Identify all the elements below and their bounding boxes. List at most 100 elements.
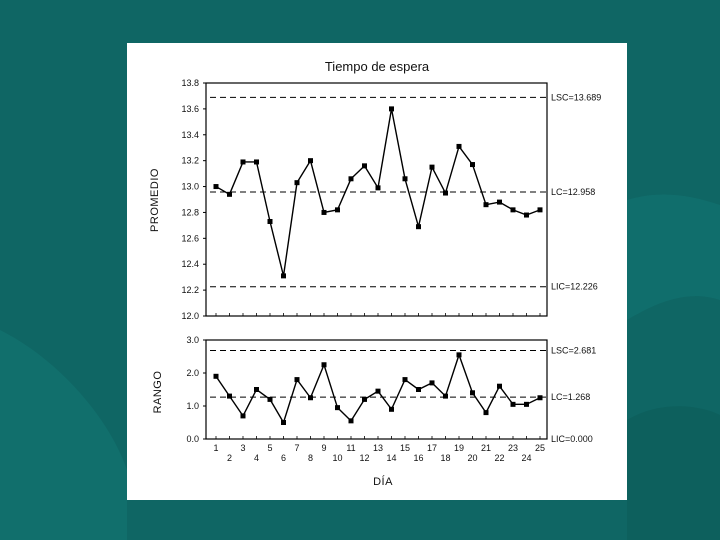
x-tick-label: 4 xyxy=(254,453,259,463)
promedio-data-point xyxy=(402,176,408,182)
rango-data-point xyxy=(227,393,232,399)
rango-data-point xyxy=(429,380,435,386)
rango-data-point xyxy=(402,377,408,383)
rango-data-point xyxy=(375,388,381,394)
x-tick-label: 10 xyxy=(332,453,342,463)
control-chart-figure: Tiempo de espera PROMEDIO RANGO DÍA 12.0… xyxy=(149,59,601,488)
x-tick-label: 5 xyxy=(267,443,272,453)
background-wave xyxy=(627,406,720,540)
promedio-plot-frame xyxy=(205,82,548,317)
rango-data-point xyxy=(267,396,273,402)
rango-data-point xyxy=(470,390,475,396)
promedio-data-point xyxy=(254,159,259,165)
rango-data-point xyxy=(443,393,448,399)
rango-control-label-lic: LIC=0.000 xyxy=(551,434,593,444)
promedio-y-tick-label: 12.0 xyxy=(181,311,199,321)
x-tick-label: 23 xyxy=(508,443,518,453)
x-tick-label: 7 xyxy=(294,443,299,453)
x-tick-label: 2 xyxy=(227,453,232,463)
promedio-data-point xyxy=(429,164,435,170)
promedio-data-point xyxy=(348,176,354,182)
rango-data-point xyxy=(483,410,489,416)
rango-data-point xyxy=(308,395,313,401)
chart-figure-panel: Tiempo de espera PROMEDIO RANGO DÍA 12.0… xyxy=(127,43,627,500)
promedio-y-tick-label: 12.6 xyxy=(181,233,199,243)
rango-data-point xyxy=(240,413,246,419)
promedio-y-tick-label: 12.8 xyxy=(181,207,199,217)
x-tick-label: 22 xyxy=(494,453,504,463)
x-tick-label: 8 xyxy=(308,453,313,463)
rango-control-label-lc: LC=1.268 xyxy=(551,392,590,402)
rango-plot-frame xyxy=(205,339,548,440)
rango-data-point xyxy=(281,420,286,425)
promedio-data-point xyxy=(321,209,327,215)
rango-data-point xyxy=(537,395,543,401)
rango-data-point xyxy=(254,387,259,392)
rango-data-point xyxy=(497,383,502,389)
rango-axis-title: RANGO xyxy=(152,371,164,414)
promedio-data-point xyxy=(497,199,502,205)
promedio-data-point xyxy=(443,190,448,196)
rango-data-point xyxy=(510,401,516,407)
promedio-data-point xyxy=(308,158,313,164)
rango-data-point xyxy=(294,377,300,383)
promedio-data-point xyxy=(510,207,516,213)
promedio-y-tick-label: 13.4 xyxy=(181,130,199,140)
rango-data-point xyxy=(362,396,367,402)
x-tick-label: 19 xyxy=(454,443,464,453)
rango-data-point xyxy=(456,352,462,358)
x-tick-label: 3 xyxy=(240,443,245,453)
promedio-data-point xyxy=(281,273,286,279)
promedio-data-point xyxy=(375,185,381,191)
x-tick-label: 16 xyxy=(413,453,423,463)
x-tick-label: 18 xyxy=(440,453,450,463)
promedio-data-point xyxy=(362,163,367,169)
x-tick-label: 11 xyxy=(346,443,355,453)
rango-data-point xyxy=(524,401,529,407)
rango-data-point xyxy=(348,418,354,424)
rango-data-point xyxy=(335,405,340,411)
promedio-y-tick-label: 13.0 xyxy=(181,182,199,192)
rango-control-label-lsc: LSC=2.681 xyxy=(551,346,596,356)
x-tick-label: 9 xyxy=(321,443,326,453)
promedio-chart: 12.0 12.2 12.4 12.6 12.8 13.0 13.2 13.4 13.6 13.8… xyxy=(181,78,601,321)
x-tick-label: 25 xyxy=(535,443,545,453)
promedio-data-point xyxy=(456,143,462,149)
chart-title: Tiempo de espera xyxy=(325,59,430,74)
x-tick-label: 21 xyxy=(481,443,491,453)
rango-chart: 0.01.02.03.0LSC=2.681LC=1.268LIC=0.00012… xyxy=(186,335,596,463)
promedio-data-point xyxy=(335,207,340,213)
x-tick-label: 24 xyxy=(521,453,531,463)
promedio-data-point xyxy=(416,224,421,230)
promedio-control-label-lc: LC=12.958 xyxy=(551,187,595,197)
rango-y-tick-label: 3.0 xyxy=(186,335,199,345)
x-tick-label: 12 xyxy=(359,453,369,463)
promedio-y-tick-label: 12.4 xyxy=(181,259,199,269)
promedio-axis-title: PROMEDIO xyxy=(149,168,161,232)
promedio-data-point xyxy=(227,191,232,197)
background-wave xyxy=(627,194,720,320)
x-tick-label: 14 xyxy=(386,453,396,463)
promedio-y-tick-label: 12.2 xyxy=(181,285,199,295)
promedio-data-point xyxy=(267,219,273,225)
promedio-data-point xyxy=(294,180,300,186)
rango-y-tick-label: 1.0 xyxy=(186,401,199,411)
rango-y-tick-label: 0.0 xyxy=(186,434,199,444)
promedio-control-label-lic: LIC=12.226 xyxy=(551,282,598,292)
rango-data-point xyxy=(213,373,219,379)
promedio-y-tick-label: 13.8 xyxy=(181,78,199,88)
promedio-y-tick-label: 13.6 xyxy=(181,104,199,114)
x-axis-title: DÍA xyxy=(373,475,393,488)
promedio-data-point xyxy=(470,162,475,168)
x-tick-label: 1 xyxy=(213,443,218,453)
promedio-data-point xyxy=(524,212,529,218)
rango-y-tick-label: 2.0 xyxy=(186,368,199,378)
x-tick-label: 15 xyxy=(400,443,410,453)
promedio-data-point xyxy=(483,202,489,208)
promedio-data-point xyxy=(389,106,394,112)
rango-data-point xyxy=(389,406,394,412)
promedio-data-point xyxy=(213,184,219,190)
promedio-data-point xyxy=(537,207,543,213)
rango-data-point xyxy=(321,362,327,368)
x-tick-label: 20 xyxy=(467,453,477,463)
